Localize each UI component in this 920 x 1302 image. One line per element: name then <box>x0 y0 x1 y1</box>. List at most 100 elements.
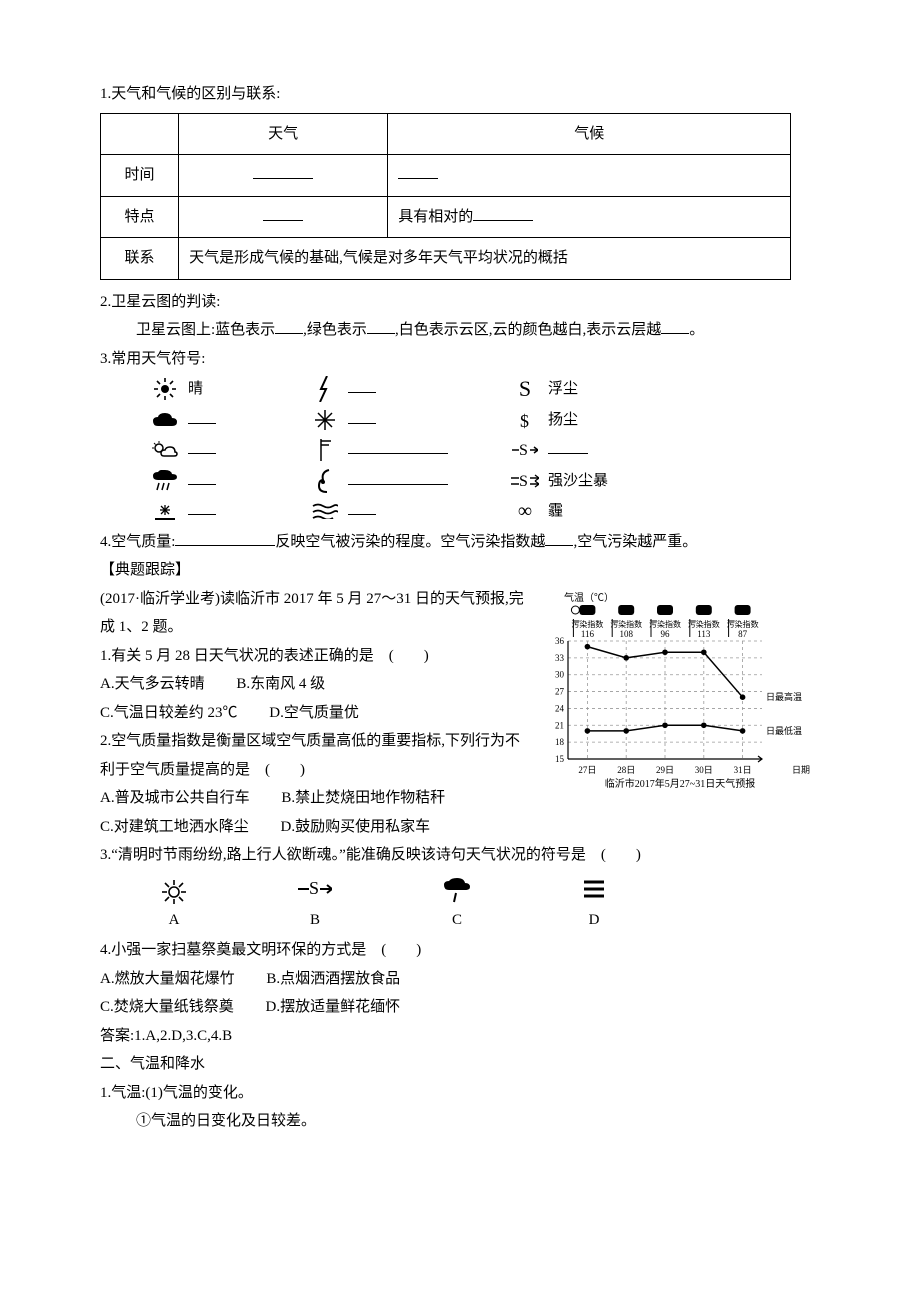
q2-opts-2: C.对建筑工地洒水降尘 D.鼓励购买使用私家车 <box>100 813 820 842</box>
rain-icon <box>150 470 180 492</box>
sandstorm-choice-icon: S <box>298 878 332 906</box>
compare-table: 天气 气候 时间 特点 具有相对的 联系 天气是形成气候的基础,气候是对多年天气… <box>100 113 791 280</box>
svg-text:116: 116 <box>581 629 595 639</box>
q3-choice-B: S B <box>298 878 332 935</box>
q3-choices: A S B C D <box>160 878 820 935</box>
svg-text:87: 87 <box>738 629 748 639</box>
svg-text:29日: 29日 <box>656 765 674 775</box>
svg-text:96: 96 <box>661 629 671 639</box>
q1-B: B.东南风 4 级 <box>236 670 325 699</box>
svg-text:18: 18 <box>555 737 565 747</box>
fog-icon <box>310 503 340 519</box>
partly-cloudy-icon <box>150 441 180 459</box>
svg-text:30日: 30日 <box>695 765 713 775</box>
svg-text:$: $ <box>520 411 529 431</box>
svg-text:31日: 31日 <box>734 765 752 775</box>
q1-C: C.气温日较差约 23℃ <box>100 699 238 728</box>
label-strong-sand: 强沙尘暴 <box>548 467 608 496</box>
q3-label-D: D <box>582 906 606 935</box>
svg-text:30: 30 <box>555 669 565 679</box>
svg-text:36: 36 <box>555 636 565 646</box>
exercises-header: 【典题跟踪】 <box>100 556 820 585</box>
q3-choice-A: A <box>160 878 188 935</box>
svg-text:113: 113 <box>697 629 711 639</box>
svg-text:33: 33 <box>555 652 565 662</box>
row-link-label: 联系 <box>101 238 179 280</box>
label-yangchen: 扬尘 <box>548 406 578 435</box>
th-weather: 天气 <box>179 113 388 155</box>
row-feat-c2: 具有相对的 <box>388 196 791 238</box>
q2-D: D.鼓励购买使用私家车 <box>281 813 431 842</box>
svg-text:气温（℃）: 气温（℃） <box>564 591 614 604</box>
svg-text:日期: 日期 <box>792 765 810 775</box>
svg-text:27日: 27日 <box>578 765 596 775</box>
q2-A: A.普及城市公共自行车 <box>100 784 250 813</box>
q3-label-A: A <box>160 906 188 935</box>
section2-body: 卫星云图上:蓝色表示,绿色表示,白色表示云区,云的颜色越白,表示云层越。 <box>100 316 820 345</box>
svg-text:临沂市2017年5月27~31日天气预报: 临沂市2017年5月27~31日天气预报 <box>605 777 755 789</box>
svg-text:24: 24 <box>555 703 565 713</box>
sun-outline-icon <box>160 878 188 906</box>
section4: 4.空气质量:反映空气被污染的程度。空气污染指数越,空气污染越严重。 <box>100 528 820 557</box>
q1-D: D.空气质量优 <box>269 699 359 728</box>
label-sunny: 晴 <box>188 375 203 404</box>
th-blank <box>101 113 179 155</box>
section-b-1: 1.气温:(1)气温的变化。 <box>100 1079 820 1108</box>
row-feat-label: 特点 <box>101 196 179 238</box>
section3-title: 3.常用天气符号: <box>100 345 820 374</box>
forecast-chart: 气温（℃）污染指数116污染指数108污染指数96污染指数113污染指数8736… <box>540 589 820 789</box>
lightning-icon <box>310 376 340 402</box>
row-link-text: 天气是形成气候的基础,气候是对多年天气平均状况的概括 <box>179 238 791 280</box>
snow-icon <box>310 409 340 431</box>
q3-choice-D: D <box>582 878 606 935</box>
svg-text:108: 108 <box>619 629 633 639</box>
q4-D: D.摆放适量鲜花缅怀 <box>266 993 401 1022</box>
svg-text:日最低温: 日最低温 <box>766 724 802 735</box>
q4-stem: 4.小强一家扫墓祭奠最文明环保的方式是 ( ) <box>100 936 820 965</box>
q4-B: B.点烟洒酒摆放食品 <box>266 965 400 994</box>
svg-text:S: S <box>519 473 528 490</box>
q4-A: A.燃放大量烟花爆竹 <box>100 965 235 994</box>
row-feat-c1 <box>179 196 388 238</box>
q3-stem: 3.“清明时节雨纷纷,路上行人欲断魂。”能准确反映该诗句天气状况的符号是 ( ) <box>100 841 820 870</box>
svg-text:S: S <box>309 878 319 898</box>
typhoon-icon <box>310 468 340 494</box>
q3-choice-C: C <box>442 878 472 935</box>
q2-C: C.对建筑工地洒水降尘 <box>100 813 249 842</box>
q3-label-B: B <box>298 906 332 935</box>
row-time-c2 <box>388 155 791 197</box>
q4-opts-2: C.焚烧大量纸钱祭奠 D.摆放适量鲜花缅怀 <box>100 993 820 1022</box>
frost-icon <box>150 501 180 521</box>
svg-text:21: 21 <box>555 720 564 730</box>
q2-B: B.禁止焚烧田地作物秸秆 <box>281 784 445 813</box>
q1-A: A.天气多云转晴 <box>100 670 205 699</box>
section1-title: 1.天气和气候的区别与联系: <box>100 80 820 109</box>
svg-text:27: 27 <box>555 686 565 696</box>
sandstorm-icon: S <box>510 441 540 459</box>
cloud-filled-icon <box>150 412 180 428</box>
haze-icon: ∞ <box>510 501 540 521</box>
light-rain-icon <box>442 878 472 906</box>
svg-text:S: S <box>519 442 528 459</box>
q4-opts-1: A.燃放大量烟花爆竹 B.点烟洒酒摆放食品 <box>100 965 820 994</box>
row-time-label: 时间 <box>101 155 179 197</box>
svg-text:日最高温: 日最高温 <box>766 691 802 702</box>
dust-s-updown-icon: $ <box>510 407 540 433</box>
label-mai: 霾 <box>548 497 563 526</box>
q4-C: C.焚烧大量纸钱祭奠 <box>100 993 234 1022</box>
dust-s-icon: S <box>510 378 540 400</box>
three-bars-icon <box>582 878 606 906</box>
section-b-1-1: ①气温的日变化及日较差。 <box>100 1107 820 1136</box>
section-b-title: 二、气温和降水 <box>100 1050 820 1079</box>
row-time-c1 <box>179 155 388 197</box>
weather-symbols: 晴 S 浮尘 $ 扬尘 <box>150 375 820 526</box>
label-fuchen: 浮尘 <box>548 375 578 404</box>
q3-label-C: C <box>442 906 472 935</box>
svg-text:15: 15 <box>555 754 565 764</box>
wind-flag-icon <box>310 437 340 463</box>
sun-icon <box>150 377 180 401</box>
strong-sandstorm-icon: S <box>510 472 540 490</box>
th-climate: 气候 <box>388 113 791 155</box>
answers: 答案:1.A,2.D,3.C,4.B <box>100 1022 820 1051</box>
svg-text:28日: 28日 <box>617 765 635 775</box>
